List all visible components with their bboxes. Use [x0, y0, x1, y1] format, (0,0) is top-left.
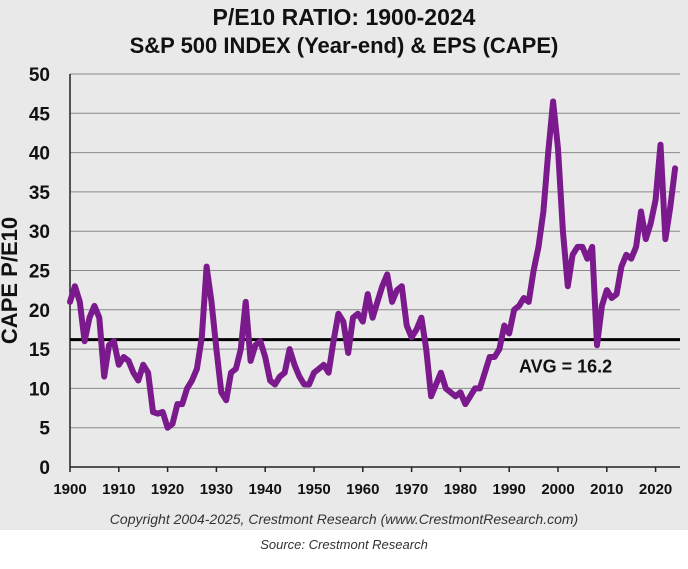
x-tick-label: 2000	[541, 481, 574, 498]
x-tick-label: 1920	[151, 481, 184, 498]
axes	[69, 74, 680, 472]
y-tick-label: 35	[29, 183, 51, 204]
y-tick-label: 5	[39, 419, 50, 440]
y-tick-label: 0	[39, 458, 50, 479]
x-tick-label: 1980	[444, 481, 477, 498]
chart-subtitle: S&P 500 INDEX (Year-end) & EPS (CAPE)	[129, 33, 559, 58]
y-tick-label: 45	[29, 104, 51, 125]
source-caption: Source: Crestmont Research	[260, 537, 428, 552]
x-tick-label: 1910	[102, 481, 135, 498]
x-tick-label: 1900	[53, 481, 86, 498]
y-tick-label: 20	[29, 301, 50, 322]
y-tick-label: 15	[29, 340, 51, 361]
x-tick-label: 1990	[493, 481, 526, 498]
x-tick-label: 2010	[590, 481, 623, 498]
x-tick-label: 2020	[639, 481, 672, 498]
x-tick-label: 1970	[395, 481, 428, 498]
x-tick-labels: 1900 1910 1920 1930 1940 1950 1960 1970 1980 1990…	[53, 481, 672, 498]
chart-title: P/E10 RATIO: 1900-2024	[212, 4, 476, 30]
x-tick-label: 1960	[346, 481, 379, 498]
y-tick-label: 25	[29, 262, 51, 283]
y-tick-label: 10	[29, 379, 50, 400]
y-tick-label: 40	[29, 144, 50, 165]
y-tick-label: 30	[29, 222, 50, 243]
average-label: AVG = 16.2	[519, 357, 612, 377]
cape-chart: 0 5 10 15 20 25 30 35 40 45 50 1900 1910 1920 1930 194…	[0, 65, 680, 498]
y-tick-label: 50	[29, 65, 50, 86]
y-axis-label: CAPE P/E10	[0, 217, 22, 344]
x-tick-label: 1940	[249, 481, 282, 498]
series-line	[67, 98, 679, 431]
x-tick-label: 1930	[200, 481, 233, 498]
copyright-notice: Copyright 2004-2025, Crestmont Research …	[109, 511, 579, 527]
x-tick-label: 1950	[297, 481, 330, 498]
y-tick-labels: 0 5 10 15 20 25 30 35 40 45 50	[29, 65, 51, 479]
